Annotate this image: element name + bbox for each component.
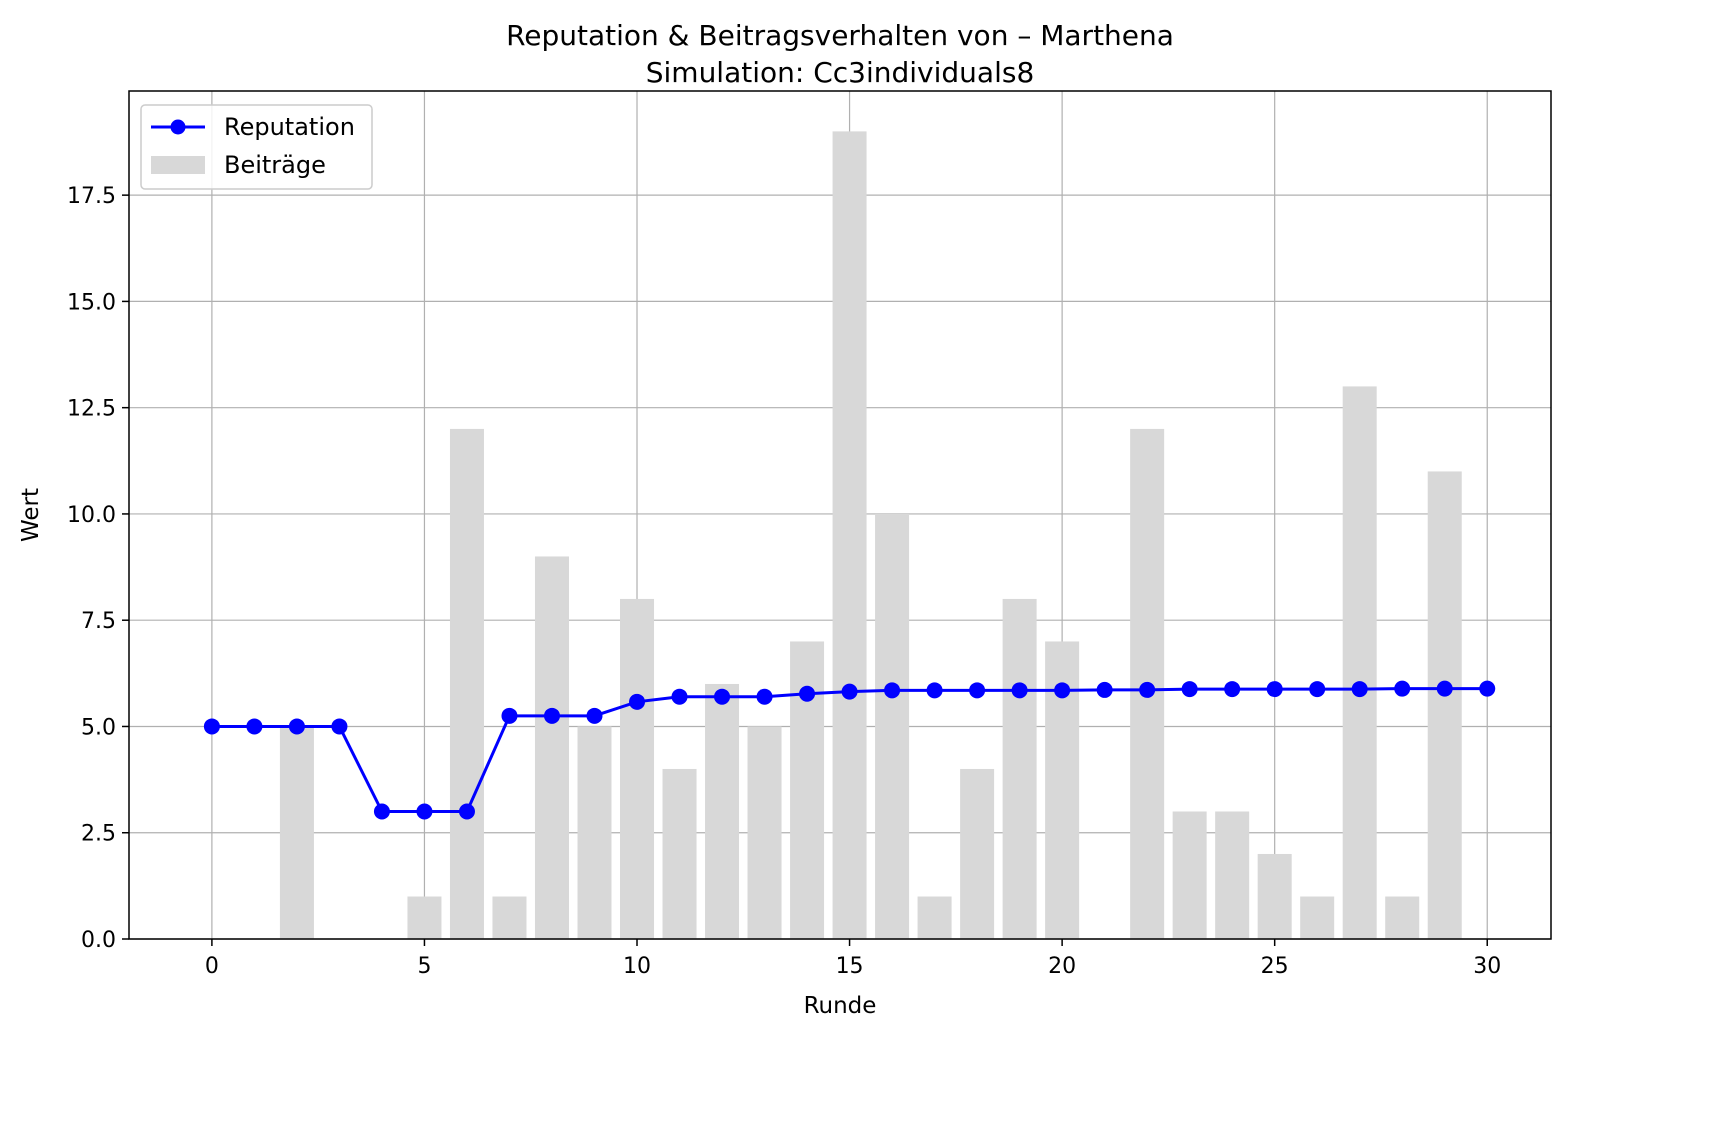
reputation-point — [629, 693, 646, 710]
x-tick-label: 10 — [623, 954, 651, 979]
chart-title: Reputation & Beitragsverhalten von – Mar… — [506, 19, 1174, 52]
reputation-point — [1011, 682, 1028, 699]
contribution-bar — [960, 768, 995, 939]
reputation-point — [884, 682, 901, 699]
contribution-bar — [534, 556, 569, 939]
y-tick-label: 15.0 — [67, 290, 116, 315]
reputation-point — [1309, 681, 1326, 698]
y-tick-label: 5.0 — [81, 715, 116, 740]
contribution-bar — [1300, 896, 1335, 939]
contribution-bar — [1215, 811, 1250, 939]
y-tick-label: 2.5 — [81, 822, 116, 847]
reputation-point — [288, 718, 305, 735]
contribution-bar — [1172, 811, 1207, 939]
y-axis-ticks: 0.0 2.5 5.0 7.5 10.0 12.5 15.0 17.5 — [67, 184, 129, 953]
x-tick-label: 5 — [417, 954, 431, 979]
reputation-point — [756, 688, 773, 705]
reputation-point — [714, 688, 731, 705]
reputation-point — [841, 683, 858, 700]
y-axis-label: Wert — [18, 488, 44, 542]
reputation-point — [458, 803, 475, 820]
contribution-bar — [1385, 896, 1420, 939]
contribution-bar — [279, 726, 314, 939]
contribution-bar — [832, 131, 867, 939]
contribution-bar — [1342, 386, 1377, 939]
contribution-bar — [1427, 471, 1462, 939]
reputation-point — [671, 688, 688, 705]
x-tick-label: 0 — [205, 954, 219, 979]
x-tick-label: 25 — [1261, 954, 1289, 979]
legend: Reputation Beiträge — [140, 104, 373, 190]
contribution-bar — [492, 896, 527, 939]
reputation-point — [543, 707, 560, 724]
reputation-point — [799, 685, 816, 702]
contribution-bar — [1002, 598, 1037, 939]
reputation-point — [501, 707, 518, 724]
contribution-bar — [449, 428, 484, 939]
y-tick-label: 0.0 — [81, 928, 116, 953]
contribution-bar — [620, 598, 655, 939]
reputation-point — [1479, 680, 1496, 697]
legend-label-contributions: Beiträge — [224, 151, 326, 179]
legend-contributions-swatch-icon — [151, 156, 205, 174]
reputation-point — [246, 718, 263, 735]
contribution-bar — [747, 726, 782, 939]
chart-subtitle: Simulation: Cc3individuals8 — [646, 56, 1035, 89]
y-tick-label: 17.5 — [67, 184, 116, 209]
reputation-point — [1181, 681, 1198, 698]
reputation-point — [1054, 682, 1071, 699]
x-tick-label: 15 — [836, 954, 864, 979]
reputation-point — [416, 803, 433, 820]
reputation-point — [1139, 681, 1156, 698]
y-tick-label: 7.5 — [81, 609, 116, 634]
contribution-bar — [1257, 853, 1292, 939]
reputation-point — [203, 718, 220, 735]
contribution-bars — [279, 131, 1462, 939]
legend-reputation-marker-icon — [170, 119, 186, 135]
x-axis-label: Runde — [804, 993, 877, 1019]
y-tick-label: 12.5 — [67, 397, 116, 422]
contribution-bar — [662, 768, 697, 939]
reputation-point — [1096, 681, 1113, 698]
plot-frame — [128, 90, 1552, 940]
contribution-bar — [875, 513, 910, 939]
reputation-point — [1224, 681, 1241, 698]
reputation-point — [1266, 681, 1283, 698]
reputation-point — [1351, 681, 1368, 698]
reputation-point — [1394, 680, 1411, 697]
x-tick-label: 20 — [1048, 954, 1076, 979]
reputation-point — [331, 718, 348, 735]
x-axis-ticks: 0 5 10 15 20 25 30 — [205, 939, 1501, 979]
reputation-line — [203, 680, 1496, 820]
legend-label-reputation: Reputation — [224, 113, 355, 141]
reputation-point — [1436, 680, 1453, 697]
contribution-bar — [705, 683, 740, 939]
reputation-point — [373, 803, 390, 820]
reputation-point — [969, 682, 986, 699]
contribution-bar — [407, 896, 442, 939]
reputation-point — [926, 682, 943, 699]
x-tick-label: 30 — [1473, 954, 1501, 979]
reputation-point — [586, 707, 603, 724]
contribution-bar — [577, 726, 612, 939]
y-tick-label: 10.0 — [67, 503, 116, 528]
contribution-bar — [917, 896, 952, 939]
